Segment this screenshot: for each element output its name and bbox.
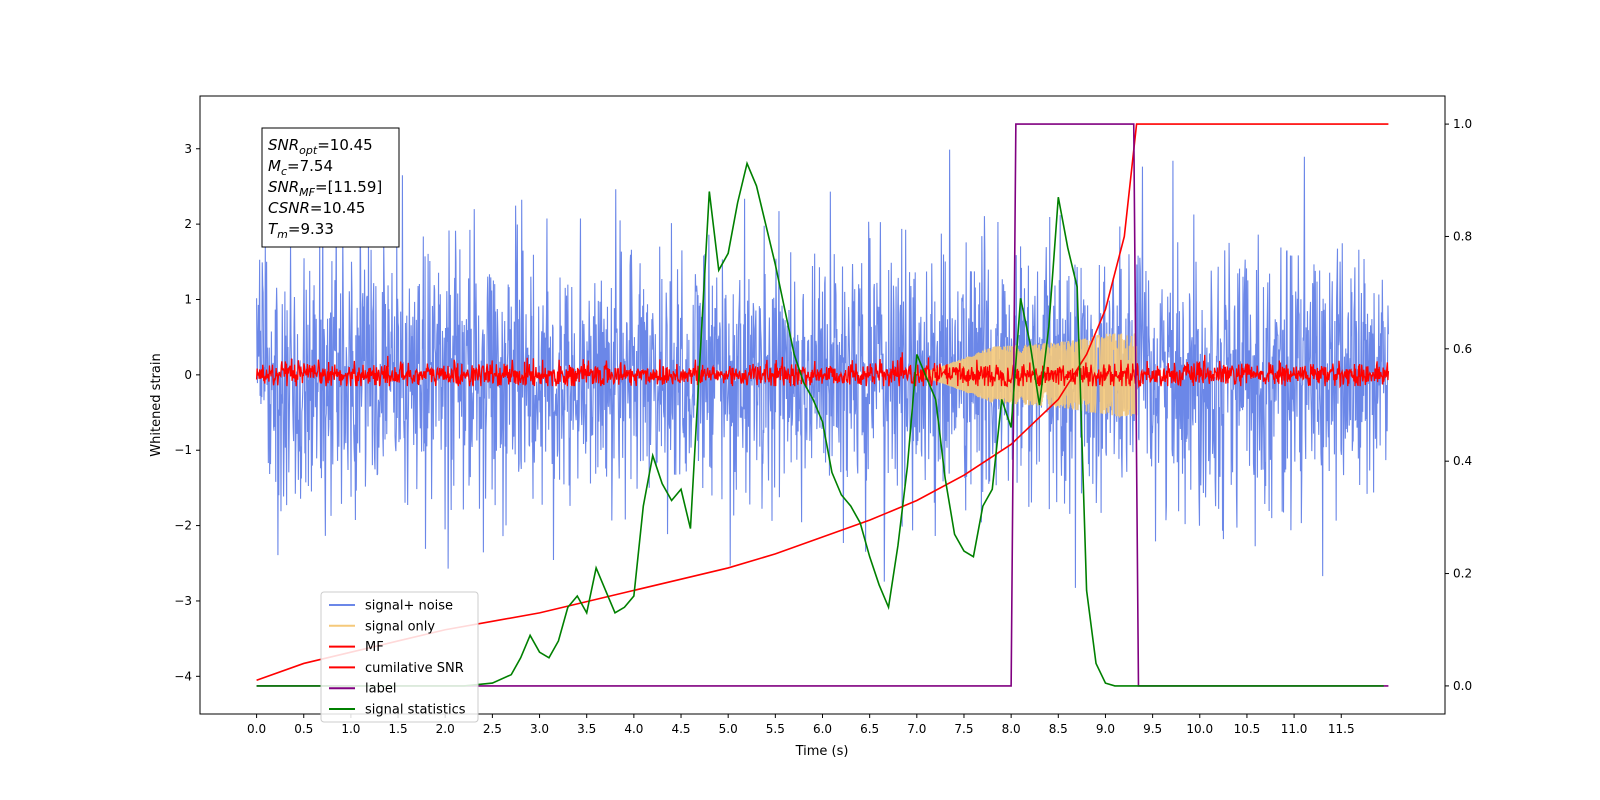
x-tick-label: 8.0 <box>1002 722 1021 736</box>
legend-label: signal statistics <box>365 703 466 718</box>
x-tick-label: 3.0 <box>530 722 549 736</box>
x-tick-label: 6.0 <box>813 722 832 736</box>
x-tick-label: 11.5 <box>1328 722 1355 736</box>
annotation-line: CSNR=10.45 <box>268 199 365 217</box>
y2-tick-label: 0.6 <box>1453 342 1472 356</box>
x-tick-label: 6.5 <box>860 722 879 736</box>
x-tick-label: 10.0 <box>1186 722 1213 736</box>
x-tick-label: 1.5 <box>389 722 408 736</box>
y-tick-label: 1 <box>184 292 192 306</box>
legend-label: MF <box>365 640 384 655</box>
legend-label: cumilative SNR <box>365 661 464 676</box>
x-tick-label: 5.0 <box>719 722 738 736</box>
annotation-frame <box>261 127 400 248</box>
y-tick-label: 2 <box>184 217 192 231</box>
series-mf <box>255 352 1390 389</box>
x-axis: 0.0 0.5 1.0 1.5 2.0 2.5 3.0 3.5 4.0 4.5 5.0 5.5 6.0 6… <box>247 714 1355 736</box>
y-axis-label: Whitened strain <box>149 353 164 456</box>
y-tick-label: −1 <box>174 443 192 457</box>
annotation-line: SNRMF=[11.59] <box>268 178 382 199</box>
y2-tick-label: 0.0 <box>1453 679 1472 693</box>
x-tick-label: 9.5 <box>1143 722 1162 736</box>
x-tick-label: 0.5 <box>294 722 313 736</box>
y2-tick-label: 0.2 <box>1453 567 1472 581</box>
x-tick-label: 8.5 <box>1049 722 1068 736</box>
annotation-line: SNRopt=10.45 <box>268 136 373 157</box>
y-tick-label: 0 <box>184 368 192 382</box>
annotation-line: Mc=7.54 <box>268 157 333 178</box>
x-tick-label: 7.5 <box>954 722 973 736</box>
x-tick-label: 5.5 <box>766 722 785 736</box>
annotation-line: Tm=9.33 <box>268 220 334 241</box>
x-tick-label: 7.0 <box>907 722 926 736</box>
y-tick-label: −3 <box>174 594 192 608</box>
legend-label: signal+ noise <box>365 599 453 614</box>
x-tick-label: 9.0 <box>1096 722 1115 736</box>
x-tick-label: 3.5 <box>577 722 596 736</box>
legend-label: label <box>365 682 396 697</box>
legend: signal+ noise signal only MF cumilative SNR… <box>320 591 479 723</box>
series-signal-only <box>916 333 1138 419</box>
series-signal-noise <box>256 149 1389 588</box>
x-tick-label: 1.0 <box>341 722 360 736</box>
x-tick-label: 2.5 <box>483 722 502 736</box>
y2-tick-label: 0.4 <box>1453 454 1472 468</box>
x-tick-label: 4.5 <box>671 722 690 736</box>
y-tick-label: −2 <box>174 519 192 533</box>
x-tick-label: 4.0 <box>624 722 643 736</box>
series-signal-statistics <box>256 160 1384 687</box>
y-axis-right: 0.0 0.2 0.4 0.6 0.8 1.0 <box>1445 117 1472 693</box>
y-tick-label: 3 <box>184 142 192 156</box>
x-axis-label: Time (s) <box>795 744 849 759</box>
y2-tick-label: 0.8 <box>1453 229 1472 243</box>
annotation-box: SNRopt=10.45Mc=7.54SNRMF=[11.59]CSNR=10.… <box>261 127 400 248</box>
legend-frame <box>320 591 479 723</box>
y2-tick-label: 1.0 <box>1453 117 1472 131</box>
y-axis-left: −4 −3 −2 −1 0 1 2 3 <box>174 142 200 683</box>
legend-label: signal only <box>365 619 435 634</box>
x-tick-label: 11.0 <box>1281 722 1308 736</box>
x-tick-label: 0.0 <box>247 722 266 736</box>
y-tick-label: −4 <box>174 669 192 683</box>
x-tick-label: 10.5 <box>1234 722 1261 736</box>
x-tick-label: 2.0 <box>436 722 455 736</box>
